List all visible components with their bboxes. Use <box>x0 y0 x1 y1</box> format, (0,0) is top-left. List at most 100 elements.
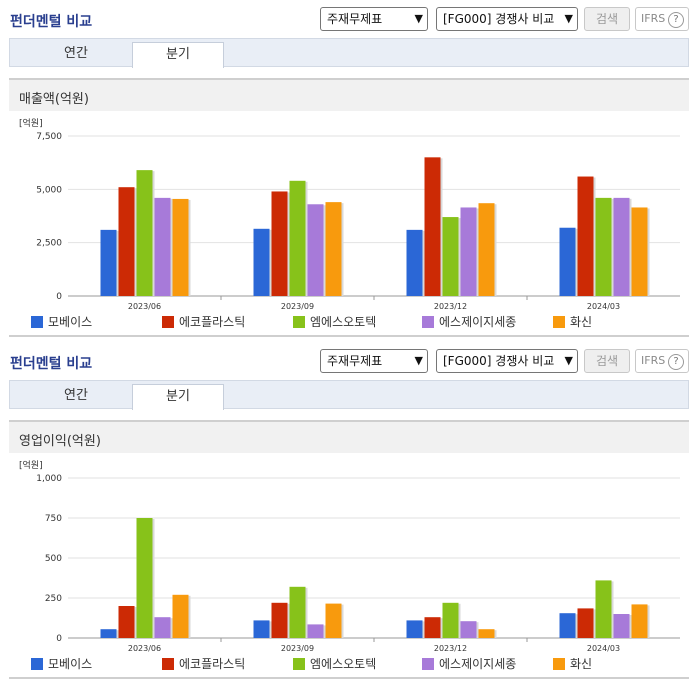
period-tabs: 연간 분기 <box>9 380 689 410</box>
legend-item[interactable]: 화신 <box>553 655 592 672</box>
bar[interactable] <box>424 157 441 296</box>
y-tick-label: 500 <box>45 554 62 564</box>
legend-item[interactable]: 모베이스 <box>31 655 92 672</box>
fundamental-panel-2: 펀더멘털 비교 주재무제표 ▼ [FG000] 경쟁사 비교 ▼ 검색 IFRS… <box>0 342 696 684</box>
legend-label: 에스제이지세종 <box>439 315 517 329</box>
bar[interactable] <box>172 198 189 296</box>
legend-swatch <box>31 658 43 670</box>
legend-label: 모베이스 <box>48 657 93 671</box>
y-axis-unit-label: [억원] <box>19 459 43 471</box>
bar[interactable] <box>406 620 423 638</box>
panel-header: 펀더멘털 비교 주재무제표 ▼ [FG000] 경쟁사 비교 ▼ 검색 IFRS… <box>0 342 696 380</box>
bar[interactable] <box>136 170 153 296</box>
legend-item[interactable]: 에스제이지세종 <box>422 313 516 330</box>
legend-item[interactable]: 에코플라스틱 <box>162 655 245 672</box>
legend-label: 엠에스오토텍 <box>310 657 377 671</box>
bar[interactable] <box>325 202 342 296</box>
bar[interactable] <box>253 228 270 296</box>
search-button[interactable]: 검색 <box>584 7 630 31</box>
bar[interactable] <box>289 180 306 296</box>
panel-title: 펀더멘털 비교 <box>10 356 93 372</box>
chevron-down-icon: ▼ <box>564 354 573 367</box>
help-icon[interactable]: ? <box>668 354 684 370</box>
bar[interactable] <box>172 594 189 638</box>
bar[interactable] <box>289 586 306 638</box>
search-button[interactable]: 검색 <box>584 349 630 373</box>
bar[interactable] <box>595 197 612 296</box>
tab-quarterly[interactable]: 분기 <box>132 42 224 68</box>
legend-item[interactable]: 에스제이지세종 <box>422 655 516 672</box>
bar[interactable] <box>253 620 270 638</box>
y-tick-label: 1,000 <box>36 474 62 484</box>
bar[interactable] <box>631 207 648 296</box>
legend-item[interactable]: 엠에스오토텍 <box>293 313 376 330</box>
bar[interactable] <box>631 604 648 638</box>
legend-swatch <box>293 316 305 328</box>
bar[interactable] <box>271 602 288 638</box>
tab-annual[interactable]: 연간 <box>64 46 88 61</box>
y-tick-label: 250 <box>45 594 62 604</box>
bar[interactable] <box>577 176 594 296</box>
y-tick-label: 7,500 <box>36 132 62 142</box>
bar[interactable] <box>424 617 441 638</box>
legend-item[interactable]: 화신 <box>553 313 592 330</box>
statement-select-value: 주재무제표 <box>327 12 383 26</box>
y-tick-label: 0 <box>56 292 62 302</box>
y-tick-label: 2,500 <box>36 239 62 249</box>
bar[interactable] <box>559 613 576 638</box>
legend-label: 에코플라스틱 <box>179 657 246 671</box>
statement-select[interactable]: 주재무제표 ▼ <box>320 7 428 31</box>
bar[interactable] <box>406 229 423 296</box>
bar[interactable] <box>307 204 324 296</box>
bar[interactable] <box>118 187 135 296</box>
bar[interactable] <box>577 608 594 638</box>
bar[interactable] <box>118 606 135 638</box>
chevron-down-icon: ▼ <box>414 12 423 25</box>
bar[interactable] <box>613 614 630 638</box>
bar[interactable] <box>154 617 171 638</box>
y-axis-unit-label: [억원] <box>19 117 43 129</box>
bar[interactable] <box>271 191 288 296</box>
y-tick-label: 0 <box>56 634 62 644</box>
ifrs-button[interactable]: IFRS ? <box>635 349 689 373</box>
chevron-down-icon: ▼ <box>414 354 423 367</box>
bar[interactable] <box>460 207 477 296</box>
legend-label: 에스제이지세종 <box>439 657 517 671</box>
legend-swatch <box>553 316 565 328</box>
bar[interactable] <box>325 603 342 638</box>
x-tick-label: 2024/03 <box>587 302 620 311</box>
statement-select-value: 주재무제표 <box>327 354 383 368</box>
compare-select[interactable]: [FG000] 경쟁사 비교 ▼ <box>436 7 578 31</box>
bar[interactable] <box>442 602 459 638</box>
bar[interactable] <box>100 229 117 296</box>
bar[interactable] <box>307 624 324 638</box>
legend-item[interactable]: 에코플라스틱 <box>162 313 245 330</box>
divider <box>9 677 689 679</box>
bar[interactable] <box>442 217 459 296</box>
compare-select[interactable]: [FG000] 경쟁사 비교 ▼ <box>436 349 578 373</box>
period-tabs: 연간 분기 <box>9 38 689 68</box>
bar[interactable] <box>136 518 153 638</box>
statement-select[interactable]: 주재무제표 ▼ <box>320 349 428 373</box>
help-icon[interactable]: ? <box>668 12 684 28</box>
bar[interactable] <box>100 629 117 638</box>
tab-quarterly[interactable]: 분기 <box>132 384 224 410</box>
ifrs-button[interactable]: IFRS ? <box>635 7 689 31</box>
panel-title: 펀더멘털 비교 <box>10 14 93 30</box>
bar[interactable] <box>595 580 612 638</box>
bar[interactable] <box>154 197 171 296</box>
ifrs-label: IFRS <box>641 354 666 367</box>
tab-annual[interactable]: 연간 <box>64 388 88 403</box>
legend-item[interactable]: 모베이스 <box>31 313 92 330</box>
legend-item[interactable]: 엠에스오토텍 <box>293 655 376 672</box>
bar[interactable] <box>559 227 576 296</box>
bar[interactable] <box>478 203 495 296</box>
panel-header: 펀더멘털 비교 주재무제표 ▼ [FG000] 경쟁사 비교 ▼ 검색 IFRS… <box>0 0 696 38</box>
legend-swatch <box>293 658 305 670</box>
x-tick-label: 2023/06 <box>128 302 161 311</box>
bar[interactable] <box>613 197 630 296</box>
chevron-down-icon: ▼ <box>564 12 573 25</box>
legend-swatch <box>162 658 174 670</box>
bar[interactable] <box>460 621 477 638</box>
bar[interactable] <box>478 629 495 638</box>
